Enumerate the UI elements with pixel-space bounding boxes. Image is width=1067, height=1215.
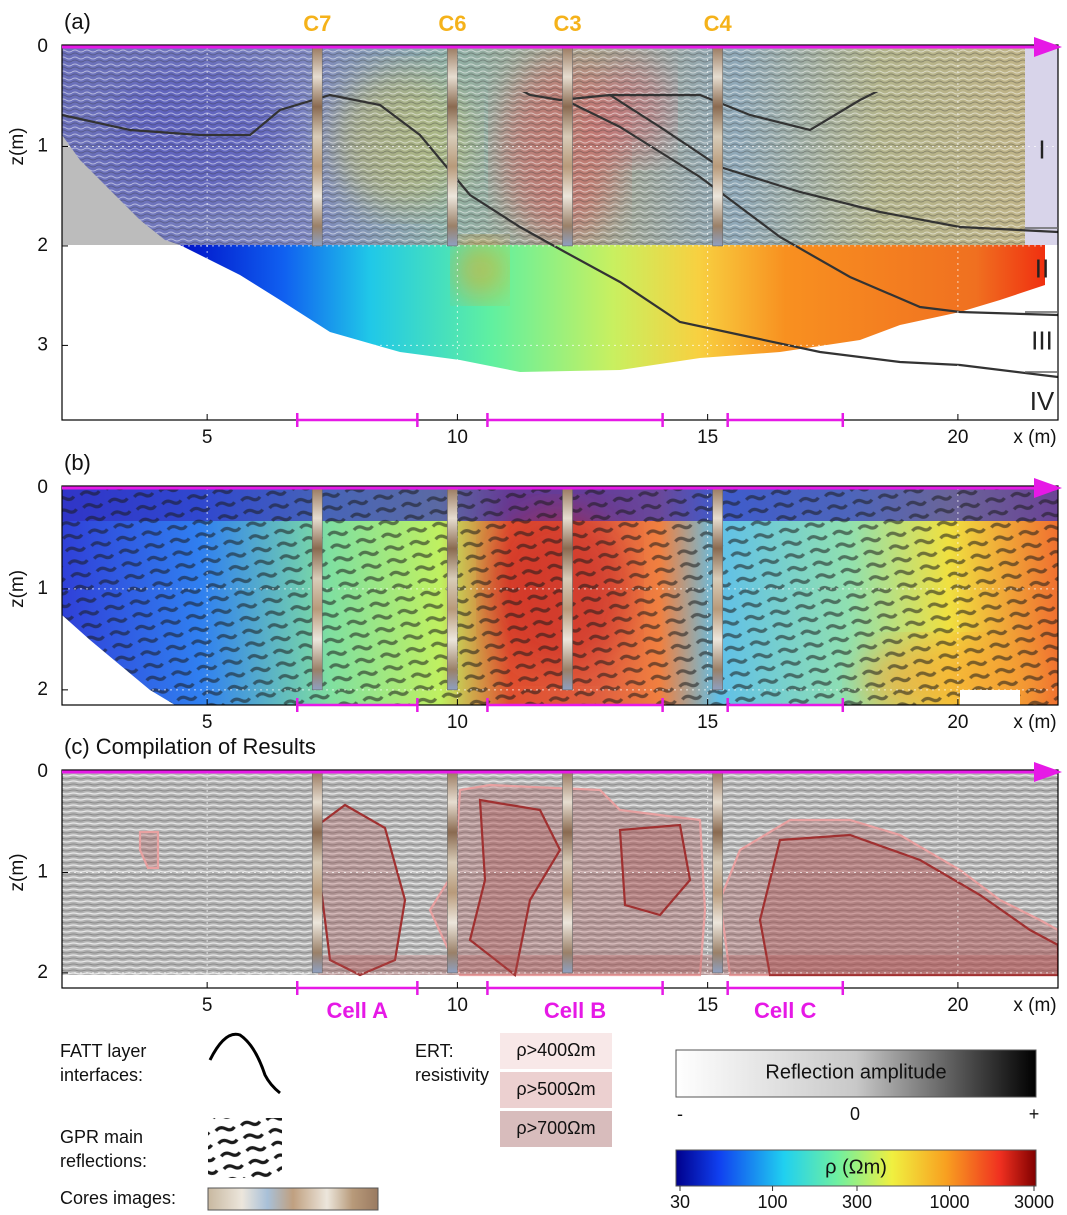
cell-label: Cell A — [327, 998, 389, 1023]
y-axis-label: z(m) — [7, 853, 28, 891]
x-tick-label: 15 — [697, 427, 718, 448]
legend-text: interfaces: — [60, 1065, 143, 1085]
layer-label: III — [1031, 325, 1053, 355]
panel-a-image — [62, 45, 1058, 372]
core-image — [311, 771, 323, 974]
cell-label: Cell B — [544, 998, 606, 1023]
amplitude-tick-label: - — [677, 1104, 683, 1124]
legend-gpr-icon — [208, 1118, 282, 1178]
amplitude-colorbar — [675, 1049, 1037, 1098]
core-image — [311, 487, 323, 691]
layer-label: I — [1038, 134, 1045, 164]
colorbar-tick-label: 30 — [670, 1192, 690, 1212]
core-label: C4 — [704, 11, 733, 36]
ert-class-label: ρ>700Ωm — [516, 1118, 595, 1138]
layer-label: II — [1035, 254, 1049, 284]
ert-swatch — [500, 1033, 612, 1069]
x-tick-label: 10 — [447, 427, 468, 448]
legend-text: Cores images: — [60, 1188, 176, 1208]
colorbar-tick-label: 300 — [842, 1192, 872, 1212]
x-tick-label: 15 — [697, 995, 718, 1016]
amplitude-tick-label: + — [1029, 1104, 1040, 1124]
colorbar-tick-label: 3000 — [1014, 1192, 1054, 1212]
core-image — [712, 487, 723, 691]
y-tick-label: 2 — [37, 962, 48, 983]
core-image — [712, 771, 723, 974]
core-image — [712, 46, 723, 247]
x-tick-label: 20 — [947, 712, 968, 733]
y-tick-label: 2 — [37, 235, 48, 256]
core-label: C7 — [303, 11, 331, 36]
y-tick-label: 1 — [37, 135, 48, 156]
x-tick-label: 10 — [447, 995, 468, 1016]
amplitude-tick-label: 0 — [850, 1104, 860, 1124]
amplitude-title: Reflection amplitude — [765, 1061, 946, 1083]
legend-fatt-icon — [208, 1032, 281, 1095]
y-tick-label: 0 — [37, 36, 48, 57]
core-image — [447, 771, 458, 974]
panel-title: (c) Compilation of Results — [64, 734, 316, 759]
core-image — [447, 487, 458, 691]
layer-label: IV — [1030, 386, 1055, 416]
legend-text: reflections: — [60, 1151, 147, 1171]
y-tick-label: 1 — [37, 861, 48, 882]
y-tick-label: 2 — [37, 679, 48, 700]
ert-swatch — [500, 1072, 612, 1108]
y-tick-label: 0 — [37, 761, 48, 782]
panel-title: (b) — [64, 450, 91, 475]
ert-class-label: ρ>400Ωm — [516, 1040, 595, 1060]
colorbar-tick-label: 100 — [758, 1192, 788, 1212]
x-tick-label: 5 — [202, 712, 213, 733]
x-tick-label: 15 — [697, 712, 718, 733]
x-tick-label: 10 — [447, 712, 468, 733]
panel-title: (a) — [64, 9, 91, 34]
ert-class-label: ρ>500Ωm — [516, 1079, 595, 1099]
core-label: C6 — [438, 11, 466, 36]
x-tick-label: 5 — [202, 427, 213, 448]
legend-text: resistivity — [415, 1065, 489, 1085]
legend-text: FATT layer — [60, 1041, 146, 1061]
core-label: C3 — [553, 11, 581, 36]
panel-b-image — [62, 486, 1058, 705]
ert-swatch — [500, 1111, 612, 1147]
surface-arrowhead — [1034, 762, 1062, 782]
y-axis-label: z(m) — [7, 570, 28, 608]
panel-c-image — [62, 770, 1058, 988]
x-axis-label: x (m) — [1013, 427, 1056, 448]
y-tick-label: 1 — [37, 578, 48, 599]
surface-arrowhead — [1034, 37, 1062, 57]
cell-label: Cell C — [754, 998, 816, 1023]
legend-core-icon — [207, 1187, 379, 1211]
y-axis-label: z(m) — [7, 127, 28, 165]
core-image — [562, 771, 573, 974]
core-image — [562, 46, 573, 247]
core-image — [562, 487, 573, 691]
x-axis-label: x (m) — [1013, 712, 1056, 733]
y-tick-label: 3 — [37, 334, 48, 355]
legend-text: GPR main — [60, 1127, 143, 1147]
y-tick-label: 0 — [37, 477, 48, 498]
resistivity-title: ρ (Ωm) — [825, 1156, 887, 1178]
resistivity-colorbar — [675, 1149, 1037, 1187]
x-tick-label: 20 — [947, 995, 968, 1016]
core-image — [447, 46, 458, 247]
legend-text: ERT: — [415, 1041, 454, 1061]
colorbar-tick-label: 1000 — [930, 1192, 970, 1212]
x-tick-label: 5 — [202, 995, 213, 1016]
x-axis-label: x (m) — [1013, 995, 1056, 1016]
surface-arrowhead — [1034, 478, 1062, 498]
core-image — [311, 46, 323, 247]
x-tick-label: 20 — [947, 427, 968, 448]
